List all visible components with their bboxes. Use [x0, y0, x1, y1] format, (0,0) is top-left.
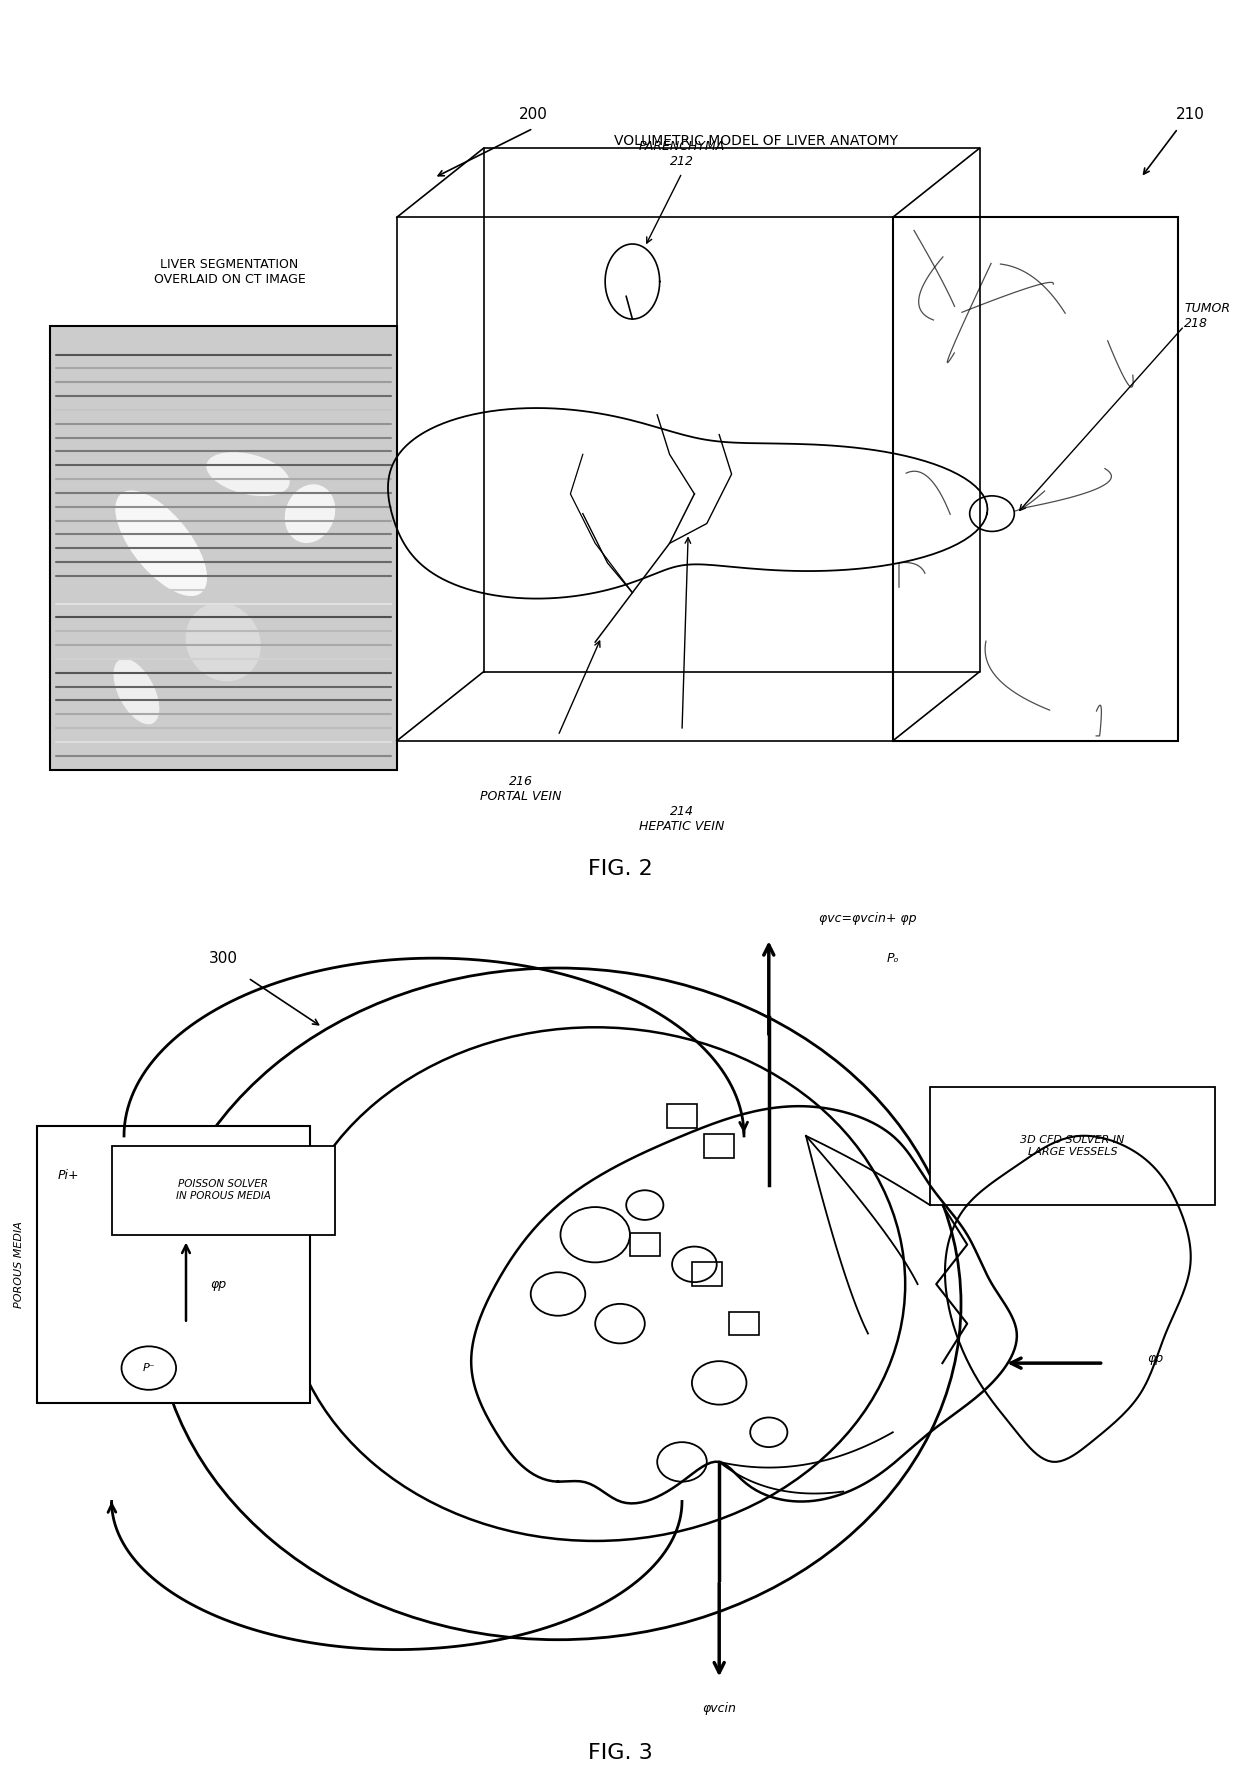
Ellipse shape: [115, 491, 207, 596]
Text: P⁻: P⁻: [143, 1364, 155, 1373]
FancyBboxPatch shape: [930, 1086, 1215, 1205]
Text: 216
PORTAL VEIN: 216 PORTAL VEIN: [480, 775, 562, 804]
Bar: [704, 1134, 734, 1157]
Text: VOLUMETRIC MODEL OF LIVER ANATOMY: VOLUMETRIC MODEL OF LIVER ANATOMY: [614, 133, 899, 148]
Text: φp: φp: [211, 1278, 227, 1291]
Bar: [729, 1312, 759, 1335]
Ellipse shape: [206, 452, 290, 496]
Text: Pₒ: Pₒ: [887, 951, 899, 965]
Text: 210: 210: [1176, 107, 1205, 121]
Text: 300: 300: [208, 951, 238, 965]
Text: 214
HEPATIC VEIN: 214 HEPATIC VEIN: [640, 805, 724, 834]
Text: FIG. 3: FIG. 3: [588, 1742, 652, 1764]
Text: φvcin: φvcin: [702, 1702, 737, 1716]
Bar: [667, 1104, 697, 1127]
Ellipse shape: [186, 603, 260, 681]
Text: FIG. 2: FIG. 2: [588, 859, 652, 878]
Ellipse shape: [114, 658, 159, 724]
Ellipse shape: [285, 484, 335, 542]
FancyBboxPatch shape: [112, 1145, 335, 1234]
Text: 3D CFD SOLVER IN
LARGE VESSELS: 3D CFD SOLVER IN LARGE VESSELS: [1021, 1134, 1125, 1157]
Bar: [893, 217, 1178, 741]
Text: Pi+: Pi+: [57, 1168, 79, 1182]
Bar: [692, 1262, 722, 1285]
Text: TUMOR
218: TUMOR 218: [1184, 302, 1230, 331]
Text: φvc=φvcin+ φp: φvc=φvcin+ φp: [820, 912, 916, 925]
FancyBboxPatch shape: [37, 1125, 310, 1403]
Text: φp: φp: [1147, 1351, 1163, 1366]
Text: LIVER SEGMENTATION
OVERLAID ON CT IMAGE: LIVER SEGMENTATION OVERLAID ON CT IMAGE: [154, 258, 305, 286]
Text: POROUS MEDIA: POROUS MEDIA: [14, 1221, 24, 1309]
Text: POISSON SOLVER
IN POROUS MEDIA: POISSON SOLVER IN POROUS MEDIA: [176, 1179, 270, 1202]
Text: PARENCHYMA
212: PARENCHYMA 212: [639, 140, 725, 167]
Bar: [630, 1232, 660, 1257]
Bar: [50, 325, 397, 770]
Text: 200: 200: [518, 107, 548, 121]
